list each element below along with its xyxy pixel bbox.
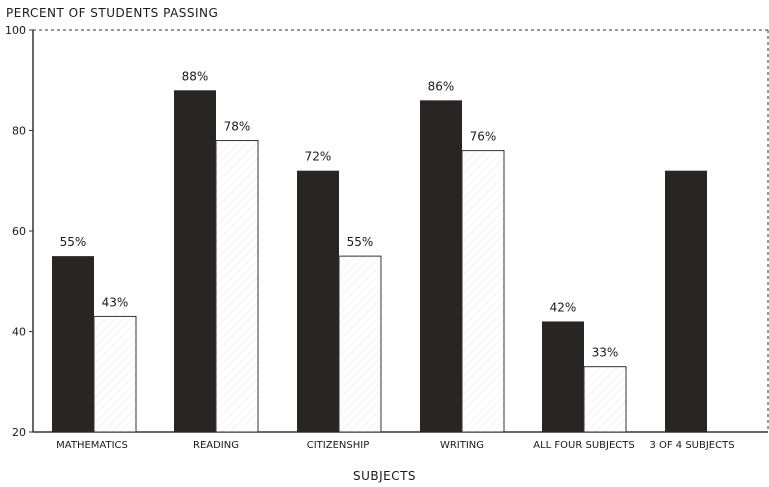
bar-light-hatch (461, 150, 505, 433)
x-tick-label: MATHEMATICS (56, 440, 128, 451)
x-axis-title: SUBJECTS (352, 469, 417, 483)
data-label: 86% (428, 79, 455, 93)
bar-dark (420, 100, 462, 432)
bar-light-hatch (215, 140, 259, 433)
x-tick-label: CITIZENSHIP (307, 440, 370, 451)
x-tick-label: WRITING (440, 440, 484, 451)
x-tick-label: 3 OF 4 SUBJECTS (649, 440, 734, 451)
bar-dark (297, 170, 339, 432)
y-axis-title: PERCENT OF STUDENTS PASSING (6, 6, 219, 20)
bar-light-hatch (338, 255, 382, 433)
bar-dark (665, 170, 707, 432)
y-tick-label: 80 (12, 125, 26, 138)
data-label: 72% (305, 150, 332, 164)
data-label: 33% (592, 346, 619, 360)
bar-light-hatch (93, 315, 137, 433)
data-label: 43% (102, 295, 129, 309)
y-tick-label: 40 (12, 326, 26, 339)
bar-dark (174, 90, 216, 433)
y-tick-label: 60 (12, 225, 26, 238)
data-label: 76% (470, 130, 497, 144)
y-tick-label: 20 (12, 426, 26, 439)
bar-dark (542, 321, 584, 432)
y-tick-label: 100 (5, 24, 26, 37)
data-label: 88% (182, 69, 209, 83)
x-tick-label: READING (193, 440, 239, 451)
data-label: 78% (224, 120, 251, 134)
data-label: 55% (347, 235, 374, 249)
bar-dark (52, 256, 94, 432)
bar-light-hatch (583, 366, 627, 433)
x-tick-label: ALL FOUR SUBJECTS (533, 440, 634, 451)
data-label: 42% (550, 300, 577, 314)
data-label: 55% (60, 235, 87, 249)
